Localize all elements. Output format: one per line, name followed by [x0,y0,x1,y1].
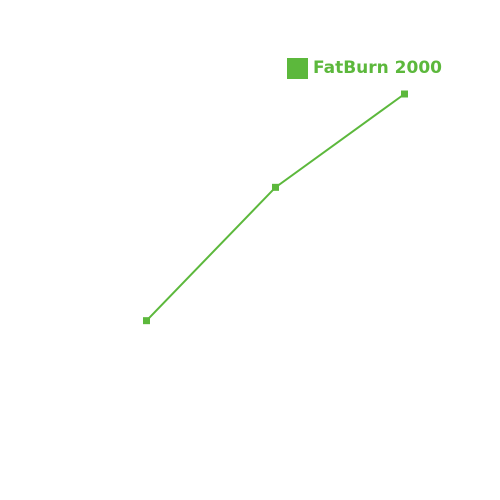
legend-label-series-0: FatBurn 2000 [313,58,442,78]
series-line-0 [145,93,406,322]
legend-swatch [287,57,308,79]
data-point-0-2 [401,90,408,98]
legend: FatBurn 2000 [287,57,442,79]
data-point-0-1 [272,183,279,191]
data-point-0-0 [143,317,150,325]
